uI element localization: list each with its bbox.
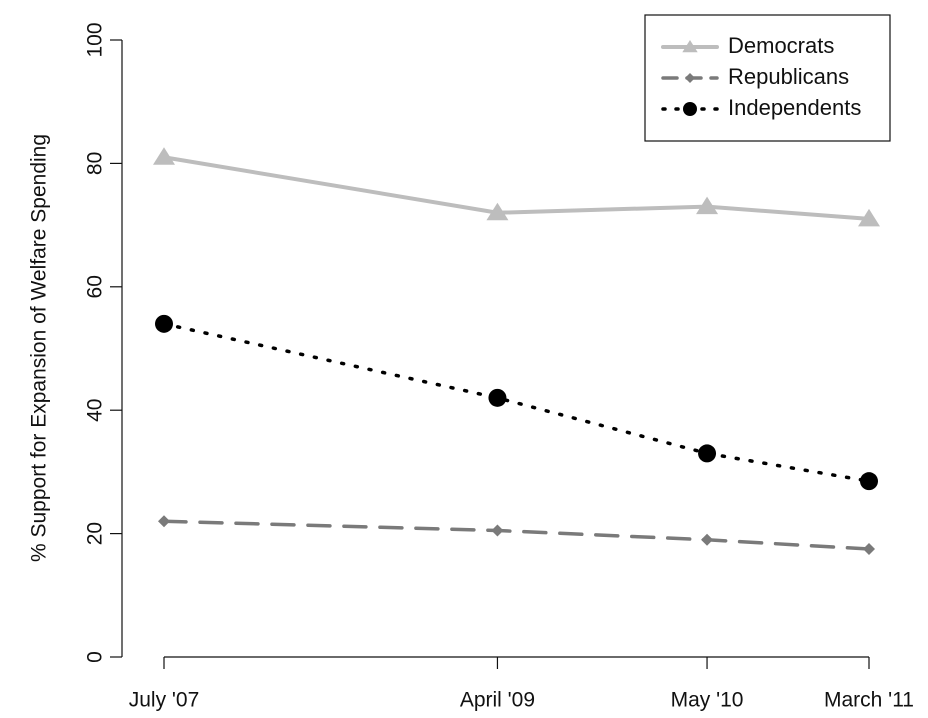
y-tick-label: 0 <box>84 651 107 663</box>
data-point-republicans <box>158 515 170 528</box>
series-line-republicans <box>162 519 871 551</box>
y-tick-label: 80 <box>84 152 107 175</box>
y-axis-title: % Support for Expansion of Welfare Spend… <box>28 134 51 562</box>
legend-label-democrats: Democrats <box>728 33 834 58</box>
data-point-republicans <box>701 533 714 546</box>
data-point-democrats <box>153 147 175 165</box>
legend-label-republicans: Republicans <box>728 64 849 89</box>
y-tick-label: 60 <box>84 275 107 298</box>
data-point-democrats <box>858 208 880 227</box>
x-tick-label: May '10 <box>671 689 744 712</box>
y-tick-label: 20 <box>84 522 107 545</box>
data-point-democrats <box>696 196 719 215</box>
legend-marker-independents <box>683 102 697 116</box>
legend-label-independents: Independents <box>728 95 861 120</box>
y-tick-label: 40 <box>84 399 107 422</box>
series-independents <box>155 314 878 491</box>
legend-marker-republicans <box>685 73 695 83</box>
series-line-independents <box>162 322 871 483</box>
data-point-independents <box>698 444 717 463</box>
series-layer <box>153 147 880 556</box>
series-republicans <box>158 515 875 556</box>
data-point-independents <box>488 388 507 407</box>
legend-marker-democrats <box>682 40 698 53</box>
legend: Democrats Republicans Independents <box>644 14 891 142</box>
x-tick-label: April '09 <box>460 689 535 712</box>
y-tick-label: 100 <box>84 22 107 57</box>
data-point-independents <box>155 314 173 333</box>
series-line-democrats <box>162 155 871 221</box>
x-tick-label: March '11 <box>824 689 914 712</box>
series-democrats <box>153 147 880 227</box>
data-point-democrats <box>486 202 509 221</box>
axes: 0 20 40 60 80 100 % Support for Expansion of W… <box>28 22 914 711</box>
x-tick-label: July '07 <box>129 689 200 712</box>
data-point-independents <box>860 472 878 491</box>
data-point-republicans <box>863 543 875 556</box>
data-point-republicans <box>491 524 504 537</box>
